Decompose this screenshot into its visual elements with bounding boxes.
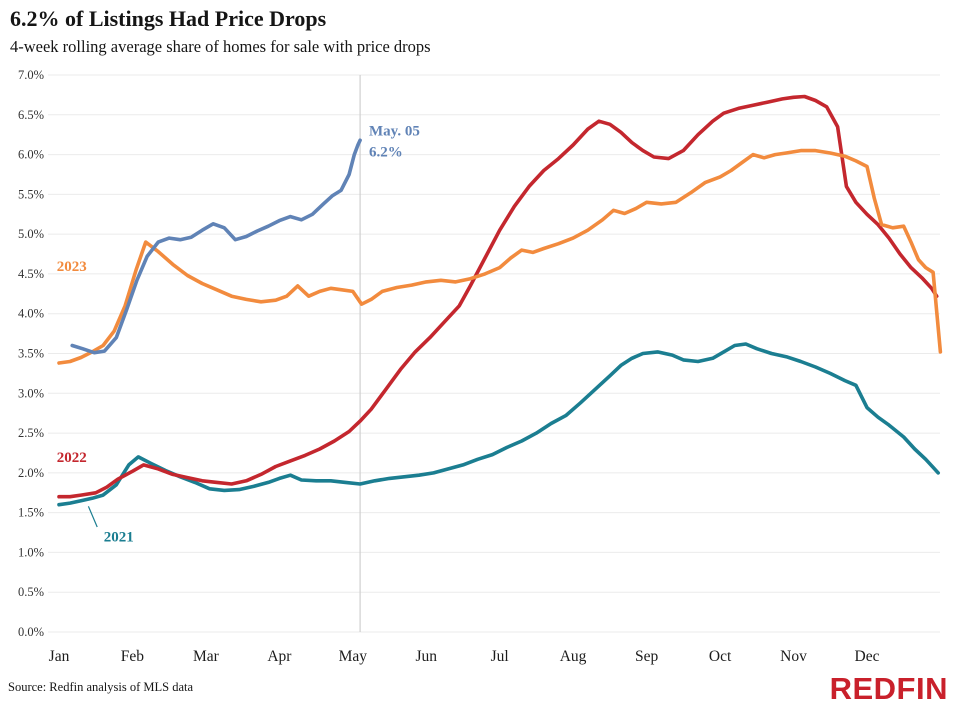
label-current-value: May. 05 bbox=[369, 124, 420, 140]
page-subtitle: 4-week rolling average share of homes fo… bbox=[10, 37, 431, 56]
x-axis-tick-label: Dec bbox=[855, 648, 880, 665]
series-line-2024 bbox=[70, 138, 362, 355]
source-note: Source: Redfin analysis of MLS data bbox=[8, 680, 194, 694]
x-axis-tick-label: Feb bbox=[121, 648, 145, 665]
label-2023: 2023 bbox=[57, 259, 87, 275]
x-axis-tick-label: Apr bbox=[267, 648, 292, 665]
y-axis-tick-label: 2.0% bbox=[18, 466, 44, 480]
y-axis-tick-label: 2.5% bbox=[18, 426, 44, 440]
series-line-2022 bbox=[57, 94, 939, 499]
price-drops-line-chart: 0.0% 0.5% 1.0% 1.5% 2.0% 2.5% 3.0% 3.5% 4.0% 4.5%… bbox=[18, 68, 943, 665]
y-axis-tick-label: 3.0% bbox=[18, 386, 44, 400]
y-axis-tick-label: 0.0% bbox=[18, 625, 44, 639]
y-axis-tick-label: 1.0% bbox=[18, 545, 44, 559]
series-line-2023 bbox=[57, 148, 943, 365]
label-2021: 2021 bbox=[104, 530, 134, 546]
x-axis-tick-label: Aug bbox=[560, 648, 587, 665]
label-2022: 2022 bbox=[57, 450, 87, 466]
x-axis-tick-label: Sep bbox=[635, 648, 659, 665]
x-axis-tick-label: Jun bbox=[416, 648, 438, 665]
page-title: 6.2% of Listings Had Price Drops bbox=[10, 6, 327, 31]
y-axis-tick-label: 6.5% bbox=[18, 108, 44, 122]
y-axis-tick-label: 0.5% bbox=[18, 585, 44, 599]
redfin-logo: REDFIN bbox=[829, 671, 948, 706]
label-2021-leader-line bbox=[87, 506, 98, 528]
y-axis-tick-label: 1.5% bbox=[18, 506, 44, 520]
y-axis-tick-label: 5.0% bbox=[18, 227, 44, 241]
x-axis-tick-label: Jan bbox=[49, 648, 70, 665]
y-axis-tick-label: 7.0% bbox=[18, 68, 44, 82]
y-axis-tick-label: 4.0% bbox=[18, 307, 44, 321]
x-axis-tick-label: Oct bbox=[709, 648, 732, 665]
x-axis-tick-label: Mar bbox=[193, 648, 220, 665]
label-current-value: 6.2% bbox=[369, 145, 403, 161]
y-axis-tick-label: 4.5% bbox=[18, 267, 44, 281]
x-axis-tick-label: Jul bbox=[491, 648, 509, 665]
series-line-2021 bbox=[57, 342, 941, 507]
x-axis-tick-label: Nov bbox=[780, 648, 807, 665]
y-axis-tick-label: 5.5% bbox=[18, 187, 44, 201]
y-axis-tick-label: 3.5% bbox=[18, 347, 44, 361]
x-axis-tick-label: May bbox=[339, 648, 368, 665]
y-axis-tick-label: 6.0% bbox=[18, 148, 44, 162]
